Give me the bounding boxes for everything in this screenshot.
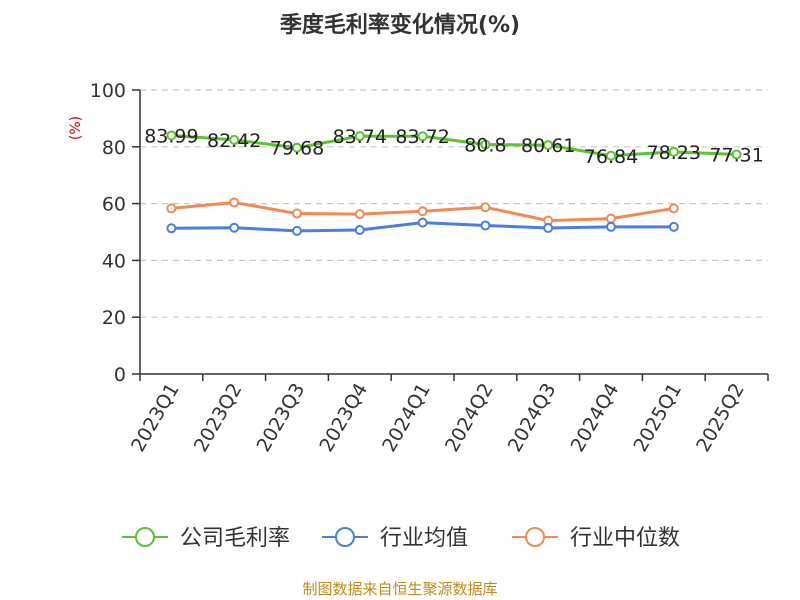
- data-point[interactable]: [292, 208, 302, 219]
- data-label: 83.99: [144, 125, 198, 147]
- data-point[interactable]: [668, 203, 679, 214]
- data-point[interactable]: [606, 221, 616, 232]
- x-tick-label: 2023Q2: [190, 380, 247, 456]
- data-point[interactable]: [417, 131, 428, 142]
- x-tick-label: 2025Q1: [629, 380, 686, 456]
- x-tick-label: 2024Q2: [441, 380, 498, 456]
- data-point[interactable]: [417, 217, 428, 228]
- data-point[interactable]: [166, 130, 177, 141]
- y-axis-unit-label: (%): [68, 116, 84, 140]
- data-label: 83.74: [333, 126, 387, 148]
- series-layer: [166, 130, 742, 236]
- data-point[interactable]: [354, 131, 365, 142]
- data-point[interactable]: [668, 146, 679, 157]
- legend-marker: [525, 527, 545, 547]
- data-point[interactable]: [668, 221, 679, 232]
- data-point[interactable]: [543, 223, 554, 234]
- data-label: 77.31: [709, 144, 763, 166]
- data-label: 76.84: [584, 146, 638, 168]
- data-point[interactable]: [292, 142, 302, 153]
- data-point[interactable]: [354, 225, 365, 236]
- data-label: 80.61: [521, 135, 575, 157]
- data-label: 79.68: [270, 138, 324, 160]
- data-label: 83.72: [395, 126, 449, 148]
- x-axis: 2023Q1 2023Q2 2023Q3 2023Q4 2024Q1 2024Q2 2024…: [127, 373, 769, 456]
- legend-label: 行业中位数: [570, 526, 680, 551]
- data-point[interactable]: [417, 206, 428, 217]
- x-tick-label: 2023Q1: [127, 380, 184, 456]
- data-label: 80.8: [464, 135, 506, 157]
- y-tick-label: 100: [90, 80, 126, 102]
- legend-item[interactable]: 行业均值: [322, 526, 468, 551]
- y-tick-label: 0: [114, 364, 126, 386]
- legend-label: 行业均值: [380, 526, 468, 551]
- data-label: 78.23: [647, 142, 701, 164]
- data-point[interactable]: [731, 149, 742, 160]
- data-point[interactable]: [480, 139, 491, 150]
- data-point[interactable]: [229, 222, 240, 233]
- y-tick-label: 60: [102, 194, 126, 216]
- data-point[interactable]: [543, 140, 554, 151]
- chart-title: 季度毛利率变化情况(%): [280, 12, 520, 38]
- x-tick-label: 2024Q4: [567, 380, 624, 456]
- legend-marker: [135, 527, 155, 547]
- data-labels: 83.99 82.42 79.68 83.74 83.72 80.8 80.61 76.84 7…: [144, 125, 764, 167]
- x-tick-label: 2025Q2: [692, 380, 749, 456]
- data-point[interactable]: [354, 209, 365, 220]
- x-tick-label: 2023Q3: [253, 380, 310, 456]
- legend-label: 公司毛利率: [180, 526, 290, 551]
- x-tick-label: 2023Q4: [315, 380, 372, 456]
- data-point[interactable]: [292, 225, 302, 236]
- data-point[interactable]: [229, 197, 240, 208]
- y-tick-label: 20: [102, 307, 126, 329]
- data-label: 82.42: [207, 130, 261, 152]
- series-0: [166, 130, 742, 161]
- legend-item[interactable]: 行业中位数: [512, 526, 680, 551]
- data-point[interactable]: [229, 134, 240, 145]
- y-tick-label: 80: [102, 137, 126, 159]
- y-axis: 0 20 40 60 80 100: [90, 80, 141, 386]
- data-point[interactable]: [480, 220, 491, 231]
- series-2: [166, 197, 679, 226]
- legend-item[interactable]: 公司毛利率: [122, 526, 290, 551]
- legend[interactable]: 公司毛利率 行业均值 行业中位数: [122, 526, 680, 551]
- series-1: [166, 217, 679, 236]
- y-tick-label: 40: [102, 250, 126, 272]
- x-tick-label: 2024Q1: [378, 380, 435, 456]
- data-point[interactable]: [480, 202, 491, 213]
- data-point[interactable]: [606, 150, 616, 161]
- data-point[interactable]: [166, 203, 177, 214]
- data-source-note: 制图数据来自恒生聚源数据库: [302, 580, 497, 598]
- data-point[interactable]: [166, 223, 177, 234]
- x-tick-label: 2024Q3: [504, 380, 561, 456]
- series-line: [171, 133, 737, 158]
- legend-marker: [335, 527, 355, 547]
- data-point[interactable]: [606, 213, 616, 224]
